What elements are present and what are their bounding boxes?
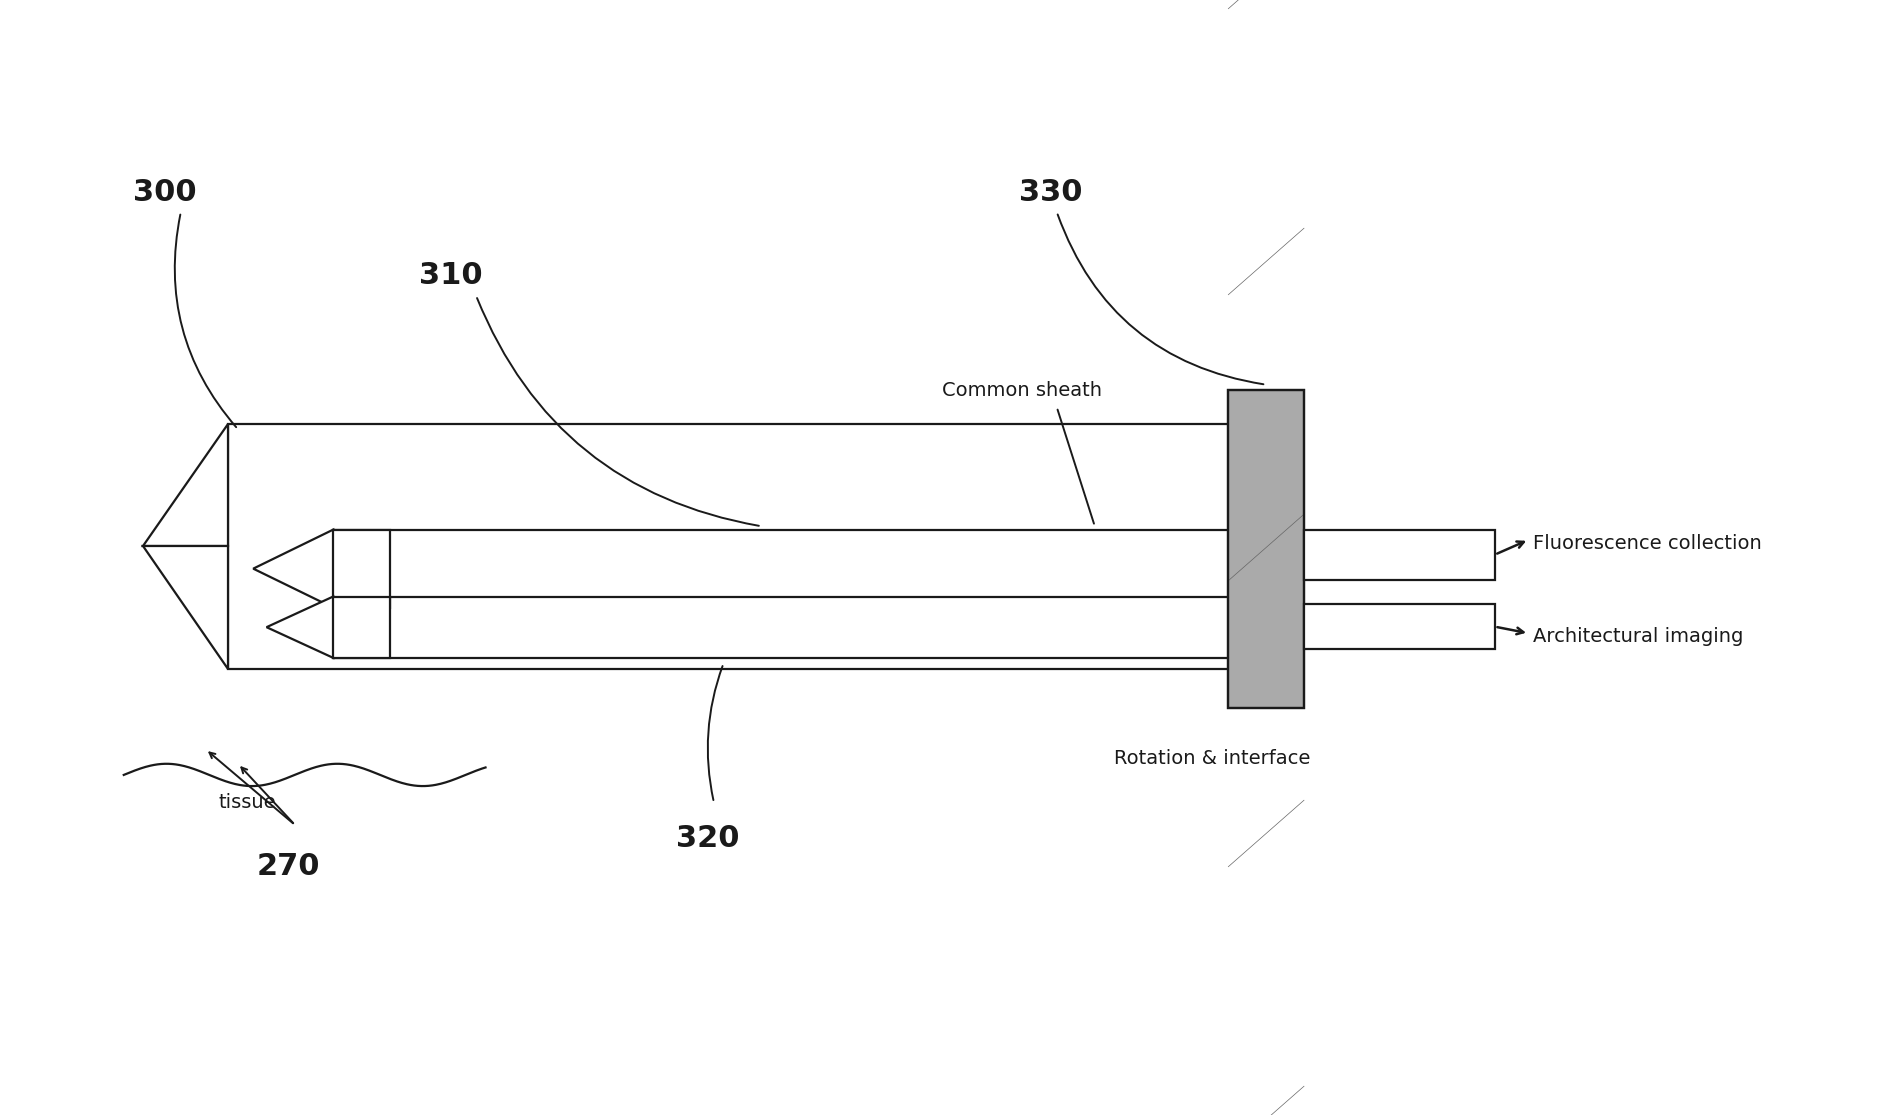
Text: 320: 320: [676, 824, 739, 853]
Polygon shape: [253, 530, 333, 608]
Bar: [1304, 530, 1495, 580]
Bar: [333, 530, 1266, 608]
Text: 270: 270: [257, 852, 320, 881]
Text: Architectural imaging: Architectural imaging: [1533, 628, 1742, 647]
Bar: [333, 530, 390, 608]
Text: 330: 330: [1019, 177, 1081, 206]
Bar: [1228, 390, 1304, 708]
Bar: [1228, 390, 1304, 708]
Bar: [228, 424, 1276, 669]
Text: 300: 300: [133, 177, 196, 206]
Polygon shape: [143, 546, 228, 669]
Polygon shape: [143, 424, 228, 546]
Polygon shape: [267, 597, 333, 658]
Bar: [1304, 604, 1495, 649]
Text: 310: 310: [419, 261, 482, 290]
Text: Fluorescence collection: Fluorescence collection: [1533, 534, 1761, 553]
Bar: [333, 597, 1266, 658]
Text: Common sheath: Common sheath: [942, 381, 1102, 400]
Text: Rotation & interface: Rotation & interface: [1114, 749, 1310, 768]
Bar: [333, 597, 390, 658]
Text: tissue: tissue: [219, 794, 276, 813]
